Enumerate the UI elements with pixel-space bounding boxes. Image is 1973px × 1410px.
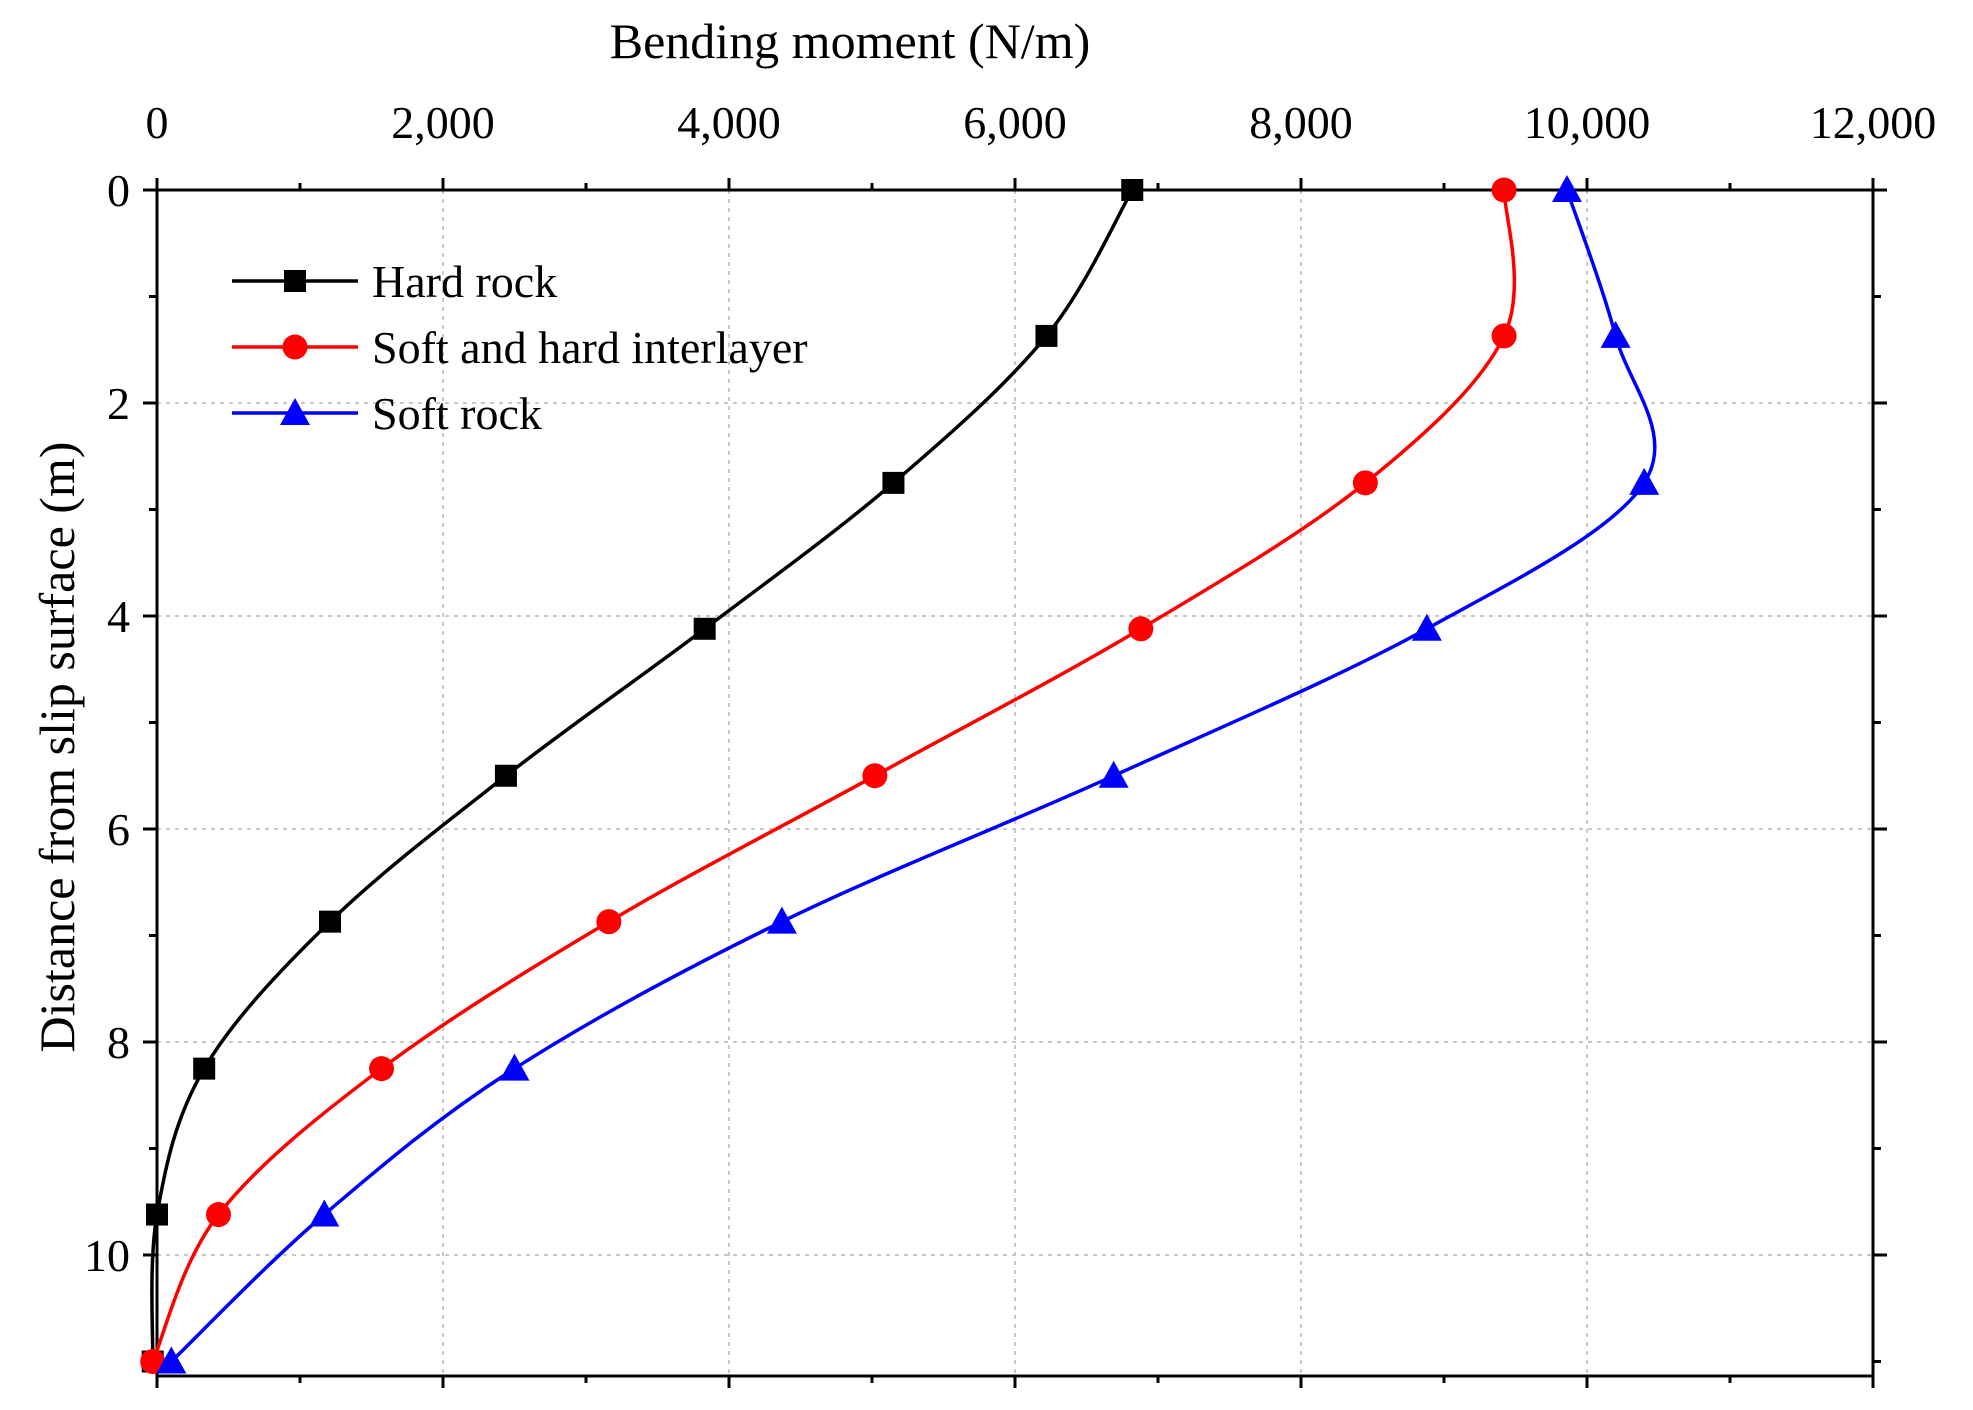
y-tick-label: 10 xyxy=(84,1230,130,1281)
data-point xyxy=(1629,467,1660,495)
data-point xyxy=(494,764,517,787)
data-point xyxy=(309,1199,340,1227)
legend-marker xyxy=(280,398,310,425)
legend: Hard rock Soft and hard interlayer Soft ro… xyxy=(232,256,808,439)
y-axis-title: Distance from slip surface (m) xyxy=(29,442,85,1053)
legend-label: Hard rock xyxy=(372,256,557,307)
legend-marker xyxy=(284,270,306,292)
y-tick-label: 6 xyxy=(107,804,130,855)
data-point xyxy=(146,1203,168,1226)
data-point xyxy=(1128,616,1154,642)
legend-item: Hard rock xyxy=(232,256,557,307)
x-axis-title: Bending moment (N/m) xyxy=(610,13,1091,69)
y-tick-label: 4 xyxy=(107,591,130,642)
data-point xyxy=(1491,323,1517,349)
x-tick-label: 10,000 xyxy=(1524,97,1651,148)
x-tick-label: 8,000 xyxy=(1249,97,1353,148)
data-point xyxy=(369,1056,395,1082)
data-point xyxy=(140,1349,166,1374)
series-triangle xyxy=(156,175,1660,1374)
data-point xyxy=(693,617,716,640)
series-line xyxy=(150,189,1134,1362)
y-tick-label: 0 xyxy=(107,165,130,216)
y-tick-label: 2 xyxy=(107,378,130,429)
data-point xyxy=(193,1057,216,1080)
data-point xyxy=(499,1053,530,1081)
data-point xyxy=(205,1202,231,1228)
data-point xyxy=(766,906,797,934)
series-circle xyxy=(140,177,1517,1374)
x-tick-label: 4,000 xyxy=(677,97,781,148)
x-tick-label: 6,000 xyxy=(963,97,1067,148)
data-point xyxy=(319,910,342,933)
grid-layer xyxy=(157,190,1873,1376)
data-point xyxy=(156,1346,187,1374)
series-line xyxy=(170,189,1657,1363)
legend-label: Soft and hard interlayer xyxy=(372,322,808,373)
data-point xyxy=(862,763,888,789)
data-point xyxy=(596,909,622,935)
series-layer xyxy=(140,175,1660,1374)
legend-item: Soft rock xyxy=(232,388,542,439)
data-point xyxy=(1352,470,1378,496)
legend-item: Soft and hard interlayer xyxy=(232,322,808,373)
data-point xyxy=(1551,175,1582,202)
data-point xyxy=(882,471,905,494)
axis-ticks: 0 2,000 4,000 6,000 8,000 10,000 12,000 0 2 4 6 8 10 xyxy=(84,97,1936,1388)
legend-label: Soft rock xyxy=(372,388,542,439)
y-tick-label: 8 xyxy=(107,1017,130,1068)
x-tick-label: 2,000 xyxy=(391,97,495,148)
x-tick-label: 0 xyxy=(146,97,169,148)
data-point xyxy=(1600,320,1631,348)
data-point xyxy=(1121,179,1144,201)
legend-marker xyxy=(282,334,308,360)
data-point xyxy=(1491,177,1517,203)
x-tick-label: 12,000 xyxy=(1810,97,1937,148)
data-point xyxy=(1098,760,1129,788)
data-point xyxy=(1035,324,1058,347)
data-point xyxy=(1411,613,1442,641)
